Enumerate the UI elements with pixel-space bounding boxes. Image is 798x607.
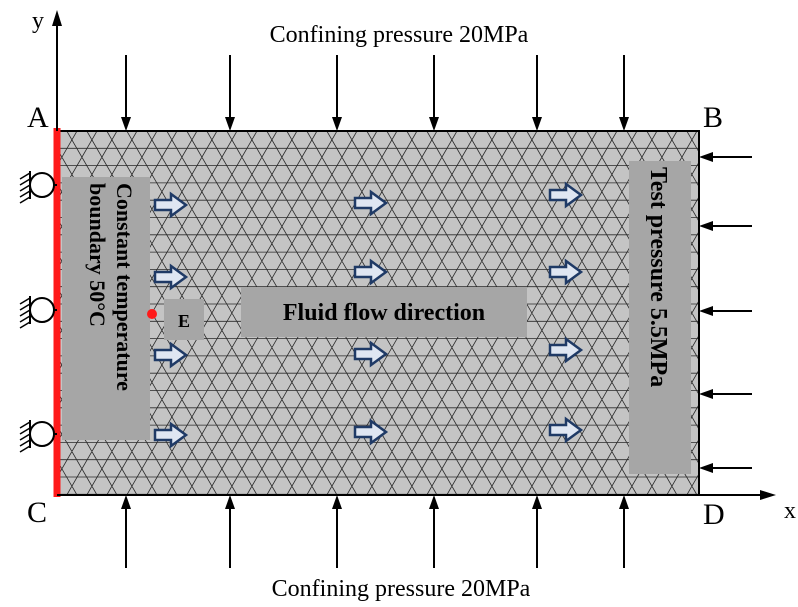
bottom-load-arrows	[121, 495, 629, 568]
point-e-label: E	[178, 311, 190, 331]
constant-temperature-label-line1: Constant temperature	[112, 183, 137, 391]
right-load-arrow-icon	[699, 389, 752, 399]
y-axis-arrowhead-icon	[52, 10, 62, 26]
hollow-right-arrow-icon	[353, 189, 389, 217]
right-load-arrows	[699, 152, 752, 473]
top-load-arrow-icon	[121, 55, 131, 131]
hollow-right-arrow-icon	[353, 258, 389, 286]
top-load-arrow-icon	[532, 55, 542, 131]
bottom-load-arrow-icon	[532, 495, 542, 568]
hollow-right-arrow-icon	[548, 258, 584, 286]
point-e-marker	[147, 309, 157, 319]
bottom-load-arrow-icon	[121, 495, 131, 568]
bottom-load-arrow-icon	[619, 495, 629, 568]
pin-roller-support-icon	[19, 420, 57, 453]
bottom-load-arrow-icon	[225, 495, 235, 568]
right-load-arrow-icon	[699, 221, 752, 231]
test-pressure-label: Test pressure 5.5MPa	[645, 167, 671, 387]
top-load-arrow-icon	[619, 55, 629, 131]
top-load-arrows	[121, 55, 629, 131]
top-load-arrow-icon	[332, 55, 342, 131]
bottom-load-arrow-icon	[332, 495, 342, 568]
y-axis	[52, 10, 62, 131]
hollow-right-arrow-icon	[548, 416, 584, 444]
fluid-flow-label-box	[241, 287, 527, 337]
hollow-right-arrow-icon	[353, 418, 389, 446]
pin-roller-support-icon	[19, 171, 57, 204]
right-load-arrow-icon	[699, 152, 752, 162]
top-confining-pressure-label: Confining pressure 20MPa	[270, 22, 529, 48]
constant-temperature-label-line2: boundary 50°C	[85, 183, 110, 327]
corner-label-c: C	[27, 496, 47, 529]
hollow-right-arrow-icon	[153, 263, 189, 291]
x-axis-arrowhead-icon	[760, 490, 776, 500]
flow-arrows	[153, 181, 584, 449]
pin-roller-support-icon	[19, 296, 57, 329]
left-supports	[19, 171, 57, 453]
bottom-load-arrow-icon	[429, 495, 439, 568]
corner-label-a: A	[27, 101, 49, 134]
y-axis-label: y	[32, 8, 44, 34]
hollow-right-arrow-icon	[153, 341, 189, 369]
top-load-arrow-icon	[225, 55, 235, 131]
x-axis-label: x	[784, 498, 796, 524]
test-pressure-label-box	[629, 161, 691, 474]
corner-label-d: D	[703, 498, 725, 531]
hollow-right-arrow-icon	[353, 340, 389, 368]
hollow-right-arrow-icon	[153, 421, 189, 449]
right-load-arrow-icon	[699, 463, 752, 473]
hollow-right-arrow-icon	[153, 191, 189, 219]
x-axis	[57, 490, 776, 500]
hollow-right-arrow-icon	[548, 336, 584, 364]
point-e-label-box	[164, 299, 204, 340]
fluid-flow-label: Fluid flow direction	[283, 300, 485, 326]
corner-label-b: B	[703, 101, 723, 134]
top-load-arrow-icon	[429, 55, 439, 131]
right-load-arrow-icon	[699, 306, 752, 316]
hollow-right-arrow-icon	[548, 181, 584, 209]
constant-temperature-label-box	[62, 177, 150, 440]
bottom-confining-pressure-label: Confining pressure 20MPa	[272, 576, 531, 602]
